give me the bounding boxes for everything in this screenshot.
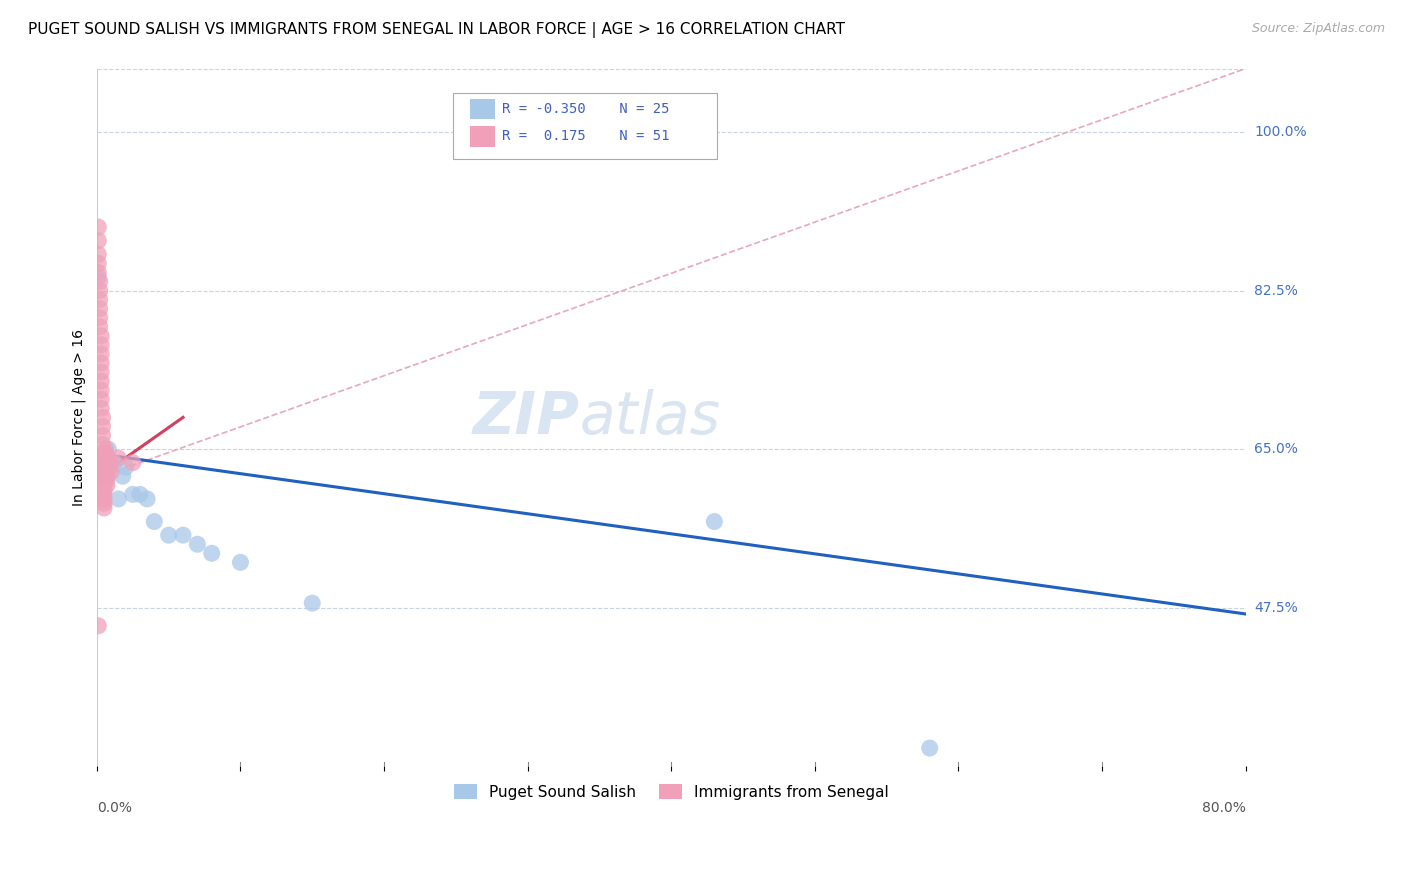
Point [87, 269, 110, 284]
Point [111, 469, 134, 483]
Point [87, 619, 110, 633]
Point [93, 460, 115, 475]
Point [93, 465, 115, 479]
Text: 65.0%: 65.0% [1254, 442, 1298, 456]
Point [89, 319, 111, 334]
Text: 100.0%: 100.0% [1254, 125, 1306, 139]
Point [100, 465, 122, 479]
Point [107, 491, 129, 506]
Point [87, 247, 110, 261]
Point [94, 456, 117, 470]
Point [157, 528, 180, 542]
Point [89, 310, 111, 325]
Text: PUGET SOUND SALISH VS IMMIGRANTS FROM SENEGAL IN LABOR FORCE | AGE > 16 CORRELAT: PUGET SOUND SALISH VS IMMIGRANTS FROM SE… [28, 22, 845, 38]
Point [87, 265, 110, 279]
Point [91, 437, 114, 451]
Point [96, 478, 118, 492]
Point [136, 491, 159, 506]
Point [94, 451, 117, 466]
Point [89, 284, 111, 298]
Text: Source: ZipAtlas.com: Source: ZipAtlas.com [1251, 22, 1385, 36]
Point [89, 451, 111, 466]
Point [186, 537, 208, 551]
Point [91, 410, 114, 425]
Point [89, 293, 111, 307]
Point [87, 256, 110, 270]
Point [93, 483, 115, 497]
Point [91, 428, 114, 442]
FancyBboxPatch shape [453, 93, 717, 159]
Point [91, 447, 114, 461]
Point [91, 460, 114, 475]
Point [121, 456, 143, 470]
Point [90, 356, 112, 370]
Text: R = -0.350    N = 25: R = -0.350 N = 25 [502, 102, 669, 116]
Point [97, 460, 120, 475]
Point [89, 275, 111, 289]
Point [129, 487, 152, 501]
Text: ZIP: ZIP [472, 389, 579, 446]
Point [114, 460, 136, 475]
Point [96, 469, 118, 483]
Point [100, 456, 122, 470]
Point [90, 347, 112, 361]
Point [90, 469, 112, 483]
Point [91, 456, 114, 470]
Point [121, 487, 143, 501]
Point [87, 234, 110, 248]
Point [94, 460, 117, 475]
Point [91, 419, 114, 434]
Point [90, 392, 112, 407]
Point [93, 474, 115, 488]
Point [90, 374, 112, 388]
Point [96, 474, 118, 488]
Point [94, 451, 117, 466]
Text: 0.0%: 0.0% [97, 801, 132, 815]
Point [94, 447, 117, 461]
Point [97, 456, 120, 470]
FancyBboxPatch shape [470, 126, 495, 146]
Point [97, 442, 120, 456]
Point [229, 555, 252, 569]
Point [93, 478, 115, 492]
Point [97, 451, 120, 466]
Point [94, 465, 117, 479]
Text: R =  0.175    N = 51: R = 0.175 N = 51 [502, 129, 669, 144]
Point [143, 515, 166, 529]
Point [90, 383, 112, 397]
Point [87, 220, 110, 235]
Legend: Puget Sound Salish, Immigrants from Senegal: Puget Sound Salish, Immigrants from Sene… [446, 776, 897, 807]
Point [96, 469, 118, 483]
Point [93, 469, 115, 483]
Text: 82.5%: 82.5% [1254, 284, 1298, 298]
Point [301, 596, 323, 610]
Point [93, 496, 115, 510]
Point [93, 491, 115, 506]
Text: 47.5%: 47.5% [1254, 600, 1298, 615]
Text: atlas: atlas [579, 389, 720, 446]
Point [90, 328, 112, 343]
Point [103, 456, 125, 470]
Point [107, 451, 129, 466]
Text: 80.0%: 80.0% [1202, 801, 1246, 815]
Point [94, 442, 117, 456]
Point [90, 401, 112, 416]
Point [90, 365, 112, 379]
Point [918, 741, 941, 756]
Point [703, 515, 725, 529]
FancyBboxPatch shape [470, 98, 495, 120]
Point [93, 487, 115, 501]
Point [89, 301, 111, 316]
Point [90, 338, 112, 352]
Point [201, 546, 224, 560]
Y-axis label: In Labor Force | Age > 16: In Labor Force | Age > 16 [72, 329, 86, 506]
Point [93, 500, 115, 515]
Point [172, 528, 194, 542]
